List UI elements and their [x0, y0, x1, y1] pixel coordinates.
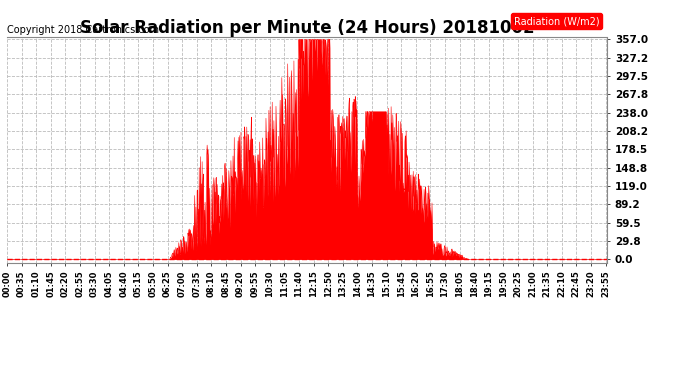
Text: Copyright 2018 Cartronics.com: Copyright 2018 Cartronics.com [7, 25, 159, 35]
Legend: Radiation (W/m2): Radiation (W/m2) [511, 13, 602, 29]
Title: Solar Radiation per Minute (24 Hours) 20181002: Solar Radiation per Minute (24 Hours) 20… [80, 20, 534, 38]
